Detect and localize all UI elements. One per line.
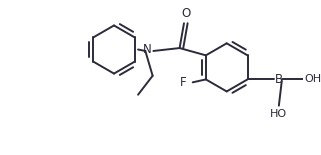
Text: B: B [274, 73, 282, 86]
Text: N: N [143, 43, 152, 56]
Text: O: O [182, 7, 191, 20]
Text: OH: OH [304, 74, 321, 84]
Text: F: F [180, 76, 187, 89]
Text: HO: HO [270, 108, 287, 119]
